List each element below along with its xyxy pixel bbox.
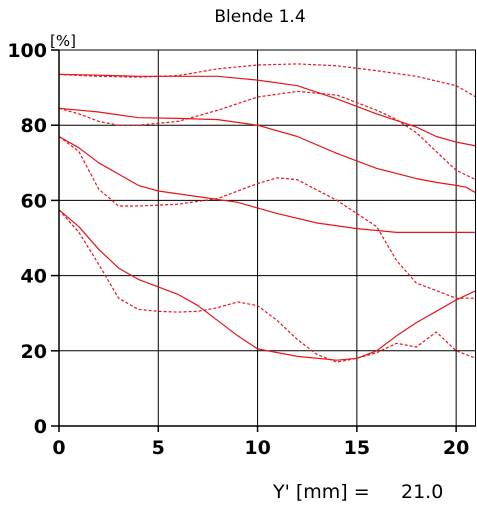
series-line-2-dashed [58,63,477,98]
series-group [58,63,477,363]
x-tick-label-15: 15 [344,437,370,459]
grid-lines [59,49,476,426]
y-tick-label-0: 0 [34,416,47,438]
chart-title: Blende 1.4 [214,7,305,27]
series-line-7-solid [58,209,477,361]
tick-labels: 0 20 40 60 80 100 0 5 10 15 20 [7,40,469,459]
y-tick-label-80: 80 [21,115,47,137]
series-line-6-dashed [58,136,476,299]
y-tick-label-60: 60 [21,190,47,212]
y-tick-label-100: 100 [7,40,47,62]
x-tick-label-0: 0 [52,437,65,459]
y-tick-label-40: 40 [21,266,47,288]
y-tick-label-20: 20 [21,341,47,363]
x-axis-label: Y' [mm] = [272,481,370,503]
series-line-3-solid [58,107,477,194]
series-line-4-dashed [58,90,477,181]
x-axis-max-value: 21.0 [401,481,443,503]
x-tick-label-20: 20 [443,437,469,459]
series-line-1-solid [58,73,477,147]
series-line-5-solid [58,135,476,233]
y-axis-unit: [%] [50,32,76,50]
x-tick-label-5: 5 [152,437,165,459]
series-line-8-dashed [58,209,477,363]
axes [58,50,476,427]
x-tick-label-10: 10 [244,437,270,459]
